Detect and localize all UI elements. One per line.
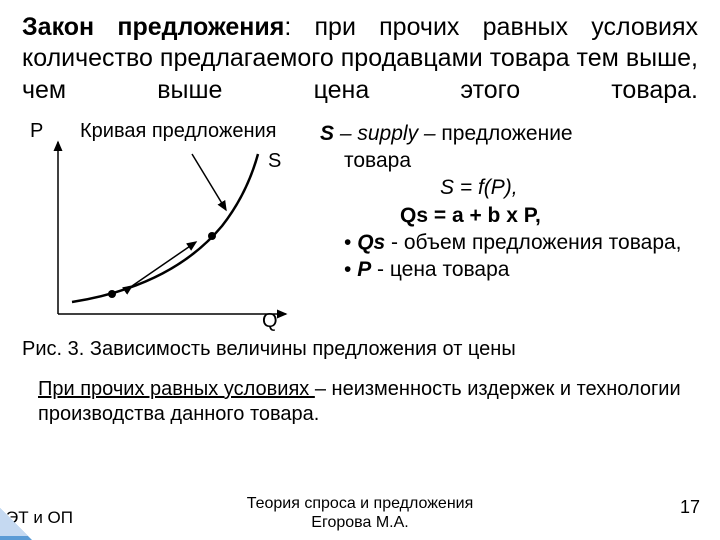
explain-line1: S – supply – предложение — [320, 120, 698, 147]
footnote: При прочих равных условиях – неизменност… — [38, 377, 698, 427]
explain-line4: Qs = a + b x P, — [320, 202, 698, 229]
footnote-underline: При прочих равных условиях — [38, 378, 315, 400]
axis-label-q: Q — [262, 310, 278, 333]
page-number: 17 — [680, 497, 700, 518]
curve-label-s: S — [268, 150, 281, 173]
explanation: S – supply – предложение товара S = f(P)… — [320, 120, 698, 336]
chart-title: Кривая предложения — [80, 120, 277, 143]
mid-section: P Кривая предложения S Q S – supp — [22, 120, 698, 336]
headline: Закон предложения: при прочих равных усл… — [22, 12, 698, 106]
bullet-qs: Qs - объем предложения товара, — [344, 229, 698, 256]
corner-decoration — [0, 508, 32, 540]
figure-caption: Рис. 3. Зависимость величины предложения… — [22, 338, 698, 361]
axis-label-p: P — [30, 120, 43, 143]
footer-center: Теория спроса и предложенияЕгорова М.А. — [247, 494, 474, 532]
explain-line2: товара — [320, 147, 698, 174]
bullet-p: P - цена товара — [344, 256, 698, 283]
supply-chart — [22, 126, 302, 336]
explain-bullets: Qs - объем предложения товара, P - цена … — [320, 229, 698, 284]
explain-line3: S = f(P), — [320, 174, 698, 201]
headline-bold: Закон предложения — [22, 13, 284, 41]
chart-column: P Кривая предложения S Q — [22, 120, 312, 336]
